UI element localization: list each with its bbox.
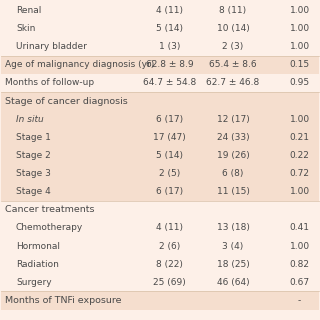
Text: 0.72: 0.72 <box>290 169 309 178</box>
Text: Renal: Renal <box>16 6 41 15</box>
Text: Months of follow-up: Months of follow-up <box>4 78 94 87</box>
Text: Skin: Skin <box>16 24 35 33</box>
Text: 65.4 ± 8.6: 65.4 ± 8.6 <box>209 60 257 69</box>
Text: 1.00: 1.00 <box>290 6 310 15</box>
Text: 17 (47): 17 (47) <box>153 133 186 142</box>
Bar <box>1 147 319 164</box>
Text: 8 (22): 8 (22) <box>156 260 183 269</box>
Text: 6 (17): 6 (17) <box>156 115 183 124</box>
Text: Surgery: Surgery <box>16 278 52 287</box>
Text: Stage 2: Stage 2 <box>16 151 51 160</box>
Text: 25 (69): 25 (69) <box>153 278 186 287</box>
Text: 10 (14): 10 (14) <box>217 24 249 33</box>
Text: 0.95: 0.95 <box>290 78 310 87</box>
Text: 2 (6): 2 (6) <box>159 242 180 251</box>
Text: Stage of cancer diagnosis: Stage of cancer diagnosis <box>4 97 127 106</box>
Bar <box>1 183 319 201</box>
Text: 0.67: 0.67 <box>290 278 310 287</box>
Text: 24 (33): 24 (33) <box>217 133 249 142</box>
Text: 1.00: 1.00 <box>290 242 310 251</box>
Text: 1 (3): 1 (3) <box>159 42 180 51</box>
Text: 46 (64): 46 (64) <box>217 278 249 287</box>
Text: Radiation: Radiation <box>16 260 59 269</box>
Bar <box>1 164 319 183</box>
Text: 18 (25): 18 (25) <box>217 260 249 269</box>
Text: In situ: In situ <box>16 115 44 124</box>
Bar <box>1 128 319 147</box>
Text: 6 (17): 6 (17) <box>156 187 183 196</box>
Text: 4 (11): 4 (11) <box>156 223 183 232</box>
Text: Months of TNFi exposure: Months of TNFi exposure <box>4 296 121 305</box>
Text: 4 (11): 4 (11) <box>156 6 183 15</box>
Text: 2 (3): 2 (3) <box>222 42 244 51</box>
Bar <box>1 292 319 309</box>
Bar <box>1 110 319 128</box>
Text: 13 (18): 13 (18) <box>217 223 249 232</box>
Text: 64.7 ± 54.8: 64.7 ± 54.8 <box>143 78 196 87</box>
Text: Stage 4: Stage 4 <box>16 187 51 196</box>
Text: Stage 3: Stage 3 <box>16 169 51 178</box>
Bar <box>1 92 319 110</box>
Text: 12 (17): 12 (17) <box>217 115 249 124</box>
Text: -: - <box>298 296 301 305</box>
Text: 1.00: 1.00 <box>290 187 310 196</box>
Text: 62.7 ± 46.8: 62.7 ± 46.8 <box>206 78 260 87</box>
Text: 5 (14): 5 (14) <box>156 151 183 160</box>
Text: 19 (26): 19 (26) <box>217 151 249 160</box>
Text: 0.21: 0.21 <box>290 133 309 142</box>
Text: 5 (14): 5 (14) <box>156 24 183 33</box>
Text: 0.15: 0.15 <box>290 60 310 69</box>
Text: 1.00: 1.00 <box>290 42 310 51</box>
Text: Hormonal: Hormonal <box>16 242 60 251</box>
Text: 6 (8): 6 (8) <box>222 169 244 178</box>
Text: Age of malignancy diagnosis (yr): Age of malignancy diagnosis (yr) <box>4 60 154 69</box>
Text: 0.41: 0.41 <box>290 223 309 232</box>
Text: 2 (5): 2 (5) <box>159 169 180 178</box>
Text: 3 (4): 3 (4) <box>222 242 244 251</box>
Text: Chemotherapy: Chemotherapy <box>16 223 83 232</box>
Text: 0.22: 0.22 <box>290 151 309 160</box>
Text: 1.00: 1.00 <box>290 115 310 124</box>
Text: Stage 1: Stage 1 <box>16 133 51 142</box>
Text: Cancer treatments: Cancer treatments <box>4 205 94 214</box>
Text: 11 (15): 11 (15) <box>217 187 249 196</box>
Text: 8 (11): 8 (11) <box>220 6 246 15</box>
Text: 0.82: 0.82 <box>290 260 309 269</box>
Text: 62.8 ± 8.9: 62.8 ± 8.9 <box>146 60 193 69</box>
Text: 1.00: 1.00 <box>290 24 310 33</box>
Text: Urinary bladder: Urinary bladder <box>16 42 87 51</box>
Bar <box>1 56 319 74</box>
